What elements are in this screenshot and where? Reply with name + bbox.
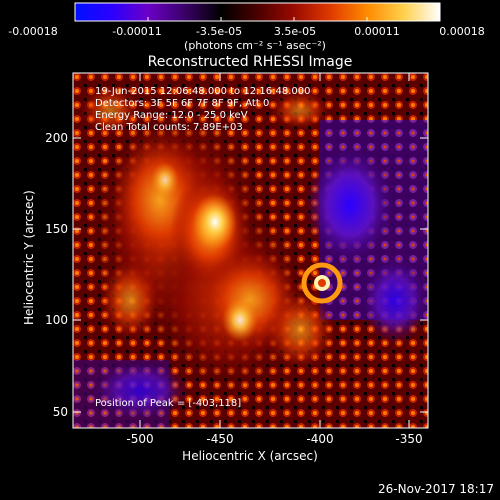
x-tick-label: -400: [306, 432, 334, 446]
colorbar-tick-label: 0.00011: [354, 25, 400, 38]
y-tick-label: 150: [45, 222, 68, 236]
colorbar-svg: [74, 2, 441, 22]
plot-frame: [72, 72, 429, 429]
annotation-line: Detectors: 3F 5F 6F 7F 8F 9F, Att 0: [95, 98, 270, 109]
image-title: Reconstructed RHESSI Image: [147, 54, 353, 70]
axis-ticks: [73, 73, 428, 428]
annotation-line: Energy Range: 12.0 - 25.0 keV: [95, 110, 248, 121]
colorbar-tick-label: -3.5e-05: [195, 25, 243, 38]
annotation-line: Clean Total counts: 7.89E+03: [95, 122, 243, 133]
colorbar-tick-label: 0.00018: [439, 25, 485, 38]
colorbar-ticks: [74, 17, 441, 21]
y-tick-label: 100: [45, 313, 68, 327]
x-tick-label: -500: [126, 432, 154, 446]
peak-position-label: Position of Peak = [-403,118]: [95, 398, 242, 409]
colorbar-tick-label: 3.5e-05: [273, 25, 317, 38]
colorbar-tick-label: -0.00011: [112, 25, 162, 38]
image-annotations: 19-Jun-2015 12:06:48.000 to 12:16:48.000…: [95, 86, 311, 134]
colorbar-tick-label: -0.00018: [8, 25, 58, 38]
y-tick-label: 200: [45, 131, 68, 145]
annotation-line: 19-Jun-2015 12:06:48.000 to 12:16:48.000: [95, 86, 311, 97]
x-axis-title: Heliocentric X (arcsec): [182, 449, 318, 463]
x-tick-label: -450: [206, 432, 234, 446]
colorbar: [74, 2, 441, 22]
x-tick-label: -350: [395, 432, 423, 446]
image-map: [73, 73, 428, 428]
footer-date: 26-Nov-2017 18:17: [378, 482, 494, 496]
y-axis-title: Heliocentric Y (arcsec): [22, 190, 36, 325]
colorbar-unit-label: (photons cm⁻² s⁻¹ asec⁻²): [184, 39, 326, 52]
y-tick-label: 50: [52, 405, 68, 419]
